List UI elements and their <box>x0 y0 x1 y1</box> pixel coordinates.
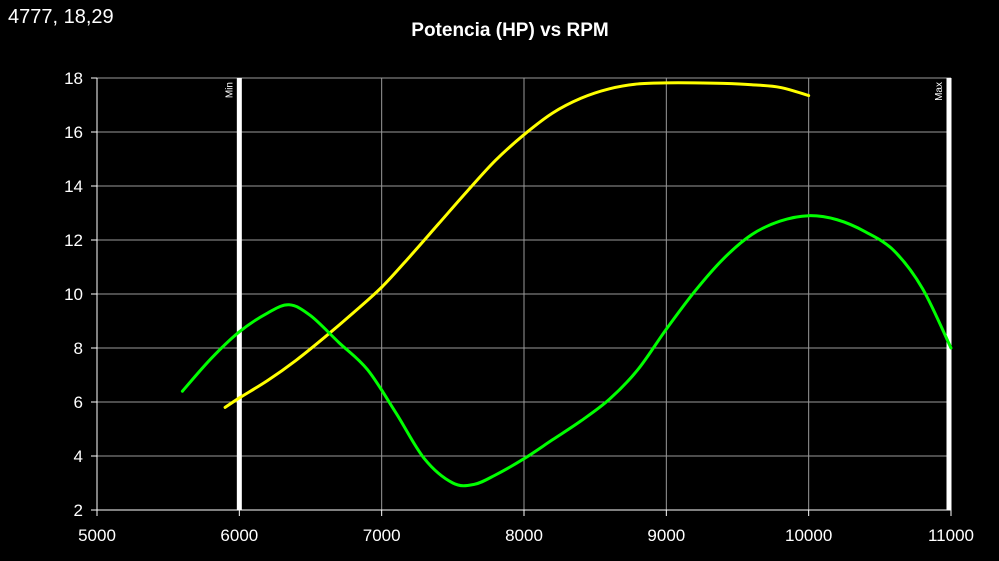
marker-label-min: Min <box>224 82 235 98</box>
axes <box>91 77 952 516</box>
y-tick-label: 18 <box>64 69 83 88</box>
y-tick-label: 2 <box>74 501 83 520</box>
x-tick-label: 7000 <box>363 526 401 545</box>
y-tick-label: 16 <box>64 123 83 142</box>
marker-label-max: Max <box>934 82 945 101</box>
y-tick-label: 10 <box>64 285 83 304</box>
y-tick-label: 12 <box>64 231 83 250</box>
tick-labels: 5000 6000 7000 8000 9000 10000 11000 2 4 6 8 10 12 14… <box>64 69 974 545</box>
x-tick-label: 11000 <box>928 526 974 545</box>
y-tick-label: 4 <box>74 447 83 466</box>
series-line-2 <box>180 214 953 488</box>
x-tick-label: 6000 <box>220 526 258 545</box>
data-series <box>180 81 953 488</box>
x-tick-label: 9000 <box>647 526 685 545</box>
y-tick-label: 8 <box>74 339 83 358</box>
x-tick-label: 10000 <box>785 526 832 545</box>
grid-lines <box>96 77 952 511</box>
chart-title: Potencia (HP) vs RPM <box>411 20 609 41</box>
cursor-readout: 4777, 18,29 <box>8 6 114 28</box>
y-tick-label: 14 <box>64 177 83 196</box>
x-tick-label: 5000 <box>78 526 116 545</box>
x-tick-label: 8000 <box>505 526 543 545</box>
series-line-1 <box>223 81 811 409</box>
range-markers[interactable]: Min Max <box>224 78 952 510</box>
y-tick-label: 6 <box>74 393 83 412</box>
